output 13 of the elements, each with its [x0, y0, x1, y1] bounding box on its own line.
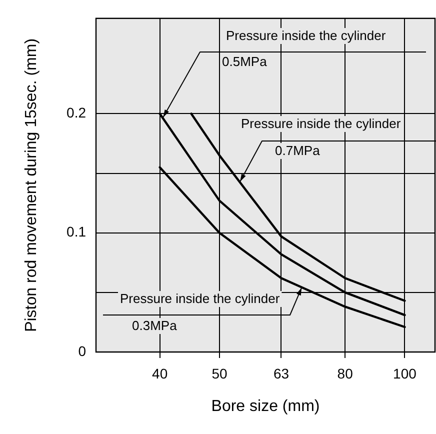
x-tick-label: 63	[273, 365, 290, 382]
annotation: Pressure inside the cylinder 0.5MPa	[222, 28, 386, 69]
x-axis-title: Bore size (mm)	[211, 398, 320, 415]
y-tick-label: 0	[78, 342, 86, 359]
annotation: Pressure inside the cylinder 0.7MPa	[241, 116, 402, 158]
annotation: Pressure inside the cylinder 0.3MPa	[120, 291, 280, 333]
y-tick-label: 0.2	[66, 104, 86, 121]
x-tick-label: 100	[393, 365, 417, 382]
x-tick-label: 80	[337, 365, 354, 382]
y-axis-title: Piston rod movement during 15sec. (mm)	[23, 38, 40, 332]
x-tick-label: 40	[152, 365, 168, 382]
y-tick-label: 0.1	[66, 224, 86, 240]
x-tick-label: 50	[212, 365, 228, 382]
